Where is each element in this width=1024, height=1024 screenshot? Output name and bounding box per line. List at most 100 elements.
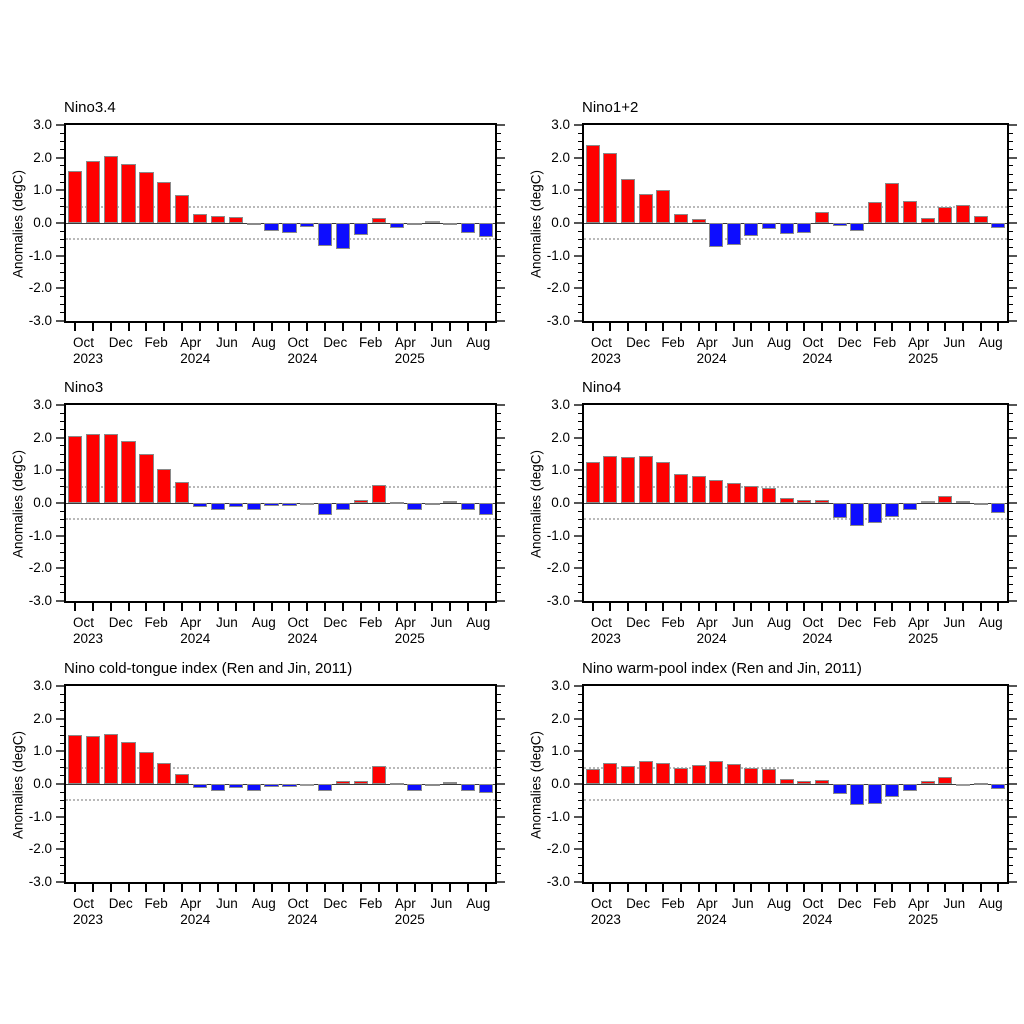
- bar: [621, 178, 636, 223]
- zero-line: [584, 503, 1007, 504]
- y-tick-label: -3.0: [28, 313, 52, 328]
- x-tick-label: Oct 2024: [802, 896, 833, 927]
- y-minor-tick: [1009, 576, 1013, 577]
- bar: [955, 784, 970, 786]
- y-minor-tick: [578, 527, 582, 528]
- x-tick: [145, 884, 148, 892]
- y-minor-tick: [60, 412, 64, 414]
- y-tick-label: -1.0: [546, 808, 570, 824]
- y-minor-tick: [497, 214, 501, 216]
- x-tick: [715, 884, 718, 892]
- y-major-tick: [574, 124, 582, 126]
- x-tick-label: Oct 2023: [590, 615, 621, 646]
- y-minor-tick: [1009, 494, 1013, 496]
- y-minor-tick: [60, 791, 64, 793]
- x-tick-label: Apr 2025: [394, 896, 425, 927]
- y-major-tick: [1009, 254, 1017, 257]
- zero-line: [66, 784, 495, 785]
- x-tick-label: Aug: [466, 335, 491, 350]
- y-minor-tick: [578, 279, 582, 281]
- x-tick-label: Dec: [626, 896, 651, 911]
- y-major-tick: [497, 287, 505, 290]
- x-tick: [591, 884, 594, 892]
- y-tick-label: 3.0: [33, 397, 52, 412]
- bar: [832, 223, 847, 227]
- x-tick: [324, 603, 327, 611]
- y-major-tick: [497, 436, 505, 439]
- x-tick-label: Aug: [767, 335, 792, 350]
- bar: [903, 503, 918, 511]
- x-tick: [644, 323, 647, 331]
- y-minor-tick: [1009, 584, 1013, 586]
- y-major-tick: [1009, 567, 1017, 570]
- y-minor-tick: [1009, 271, 1013, 273]
- x-tick-label: Apr 2024: [180, 335, 211, 366]
- y-minor-tick: [60, 149, 64, 150]
- bar: [407, 223, 422, 225]
- x-tick-label: Apr 2024: [696, 335, 727, 366]
- y-major-tick: [56, 783, 64, 785]
- x-tick-label: Jun: [430, 335, 453, 350]
- bar: [814, 780, 829, 784]
- x-tick: [750, 323, 753, 331]
- x-tick: [961, 323, 964, 331]
- x-tick: [803, 323, 806, 331]
- y-minor-tick: [497, 412, 501, 414]
- bar: [673, 213, 688, 223]
- x-tick: [234, 603, 237, 611]
- y-tick-label: 2.0: [33, 710, 52, 726]
- x-tick-label: Jun: [731, 615, 754, 630]
- y-minor-tick: [497, 734, 501, 736]
- y-minor-tick: [497, 263, 501, 265]
- x-tick-label: Feb: [358, 335, 383, 350]
- y-minor-tick: [1009, 840, 1013, 842]
- x-tick: [750, 603, 753, 611]
- bar: [443, 223, 458, 226]
- x-tick: [127, 603, 130, 611]
- x-tick: [820, 884, 823, 892]
- bar: [300, 784, 315, 786]
- x-tick: [979, 603, 982, 611]
- y-minor-tick: [578, 230, 582, 232]
- y-major-tick: [497, 685, 505, 687]
- y-minor-tick: [578, 486, 582, 488]
- bar: [955, 204, 970, 223]
- y-minor-tick: [60, 296, 64, 297]
- x-tick-label: Feb: [358, 896, 383, 911]
- y-minor-tick: [578, 865, 582, 867]
- x-tick: [342, 884, 345, 892]
- x-tick-label: Aug: [767, 896, 792, 911]
- y-major-tick: [1009, 881, 1017, 883]
- bar: [621, 765, 636, 784]
- reference-line: [66, 799, 495, 802]
- chart-nino1-2: Nino1+2 Anomalies (degC) 3.0 2.0 1.0 0.0 -1.…: [529, 99, 1017, 366]
- y-minor-tick: [578, 734, 582, 736]
- y-minor-tick: [1009, 263, 1013, 265]
- y-major-tick: [574, 287, 582, 290]
- x-tick: [785, 603, 788, 611]
- x-tick: [199, 323, 202, 331]
- y-tick-label: 0.0: [551, 215, 570, 230]
- bar: [885, 183, 900, 223]
- bar: [938, 777, 953, 784]
- y-minor-tick: [578, 198, 582, 199]
- bar: [335, 781, 351, 784]
- y-minor-tick: [578, 304, 582, 306]
- x-tick-label: Oct 2023: [72, 335, 103, 366]
- x-tick: [127, 323, 130, 331]
- y-major-tick: [1009, 534, 1017, 537]
- y-tick-label: -1.0: [28, 527, 52, 543]
- y-minor-tick: [1009, 486, 1013, 488]
- y-major-tick: [497, 502, 505, 504]
- y-major-tick: [497, 124, 505, 126]
- x-tick-label: Dec: [108, 896, 133, 911]
- y-major-tick: [574, 189, 582, 192]
- bar: [744, 486, 759, 503]
- y-minor-tick: [578, 445, 582, 447]
- y-minor-tick: [578, 420, 582, 422]
- x-tick: [288, 603, 291, 611]
- y-major-tick: [574, 848, 582, 851]
- bar: [478, 223, 494, 237]
- x-tick: [485, 884, 488, 892]
- bar: [585, 144, 600, 223]
